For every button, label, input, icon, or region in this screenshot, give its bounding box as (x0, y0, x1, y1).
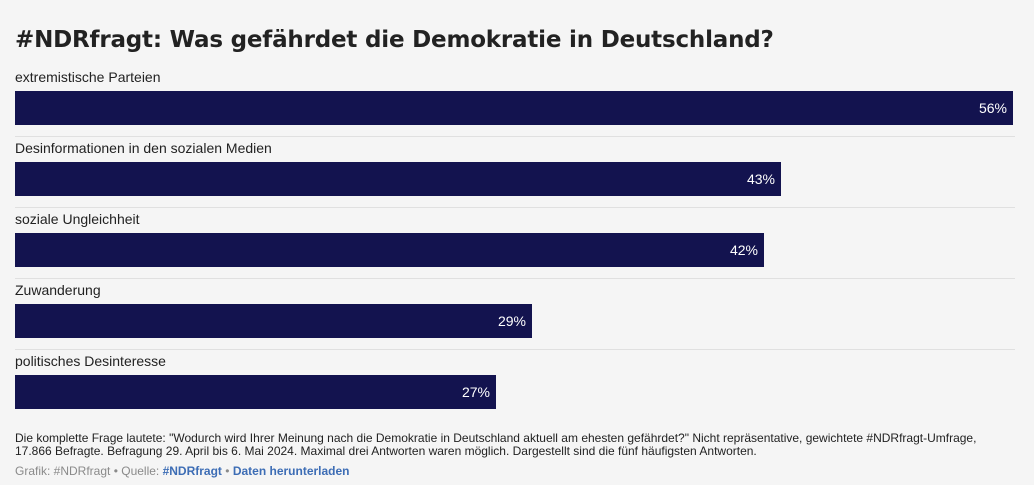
bar-track: 27% (15, 375, 1013, 409)
value-label: 43% (746, 171, 775, 187)
chart-title: #NDRfragt: Was gefährdet die Demokratie … (15, 27, 774, 53)
chart-note: Die komplette Frage lautete: "Wodurch wi… (15, 431, 977, 458)
value-label: 27% (461, 384, 490, 400)
separator: • (110, 464, 122, 478)
category-label: politisches Desinteresse (15, 353, 166, 369)
bar: 43% (15, 162, 781, 196)
graphic-credit: Grafik: #NDRfragt (15, 464, 111, 478)
download-data-link[interactable]: Daten herunterladen (232, 464, 350, 478)
category-label: Desinformationen in den sozialen Medien (15, 140, 272, 156)
bar-row: soziale Ungleichheit 42% (15, 207, 1015, 278)
bar-row: Desinformationen in den sozialen Medien 4… (15, 136, 1015, 207)
chart-footer: Grafik: #NDRfragt • Quelle: #NDRfragt • … (15, 464, 350, 478)
source-link[interactable]: #NDRfragt (162, 464, 222, 478)
bar-track: 43% (15, 162, 1013, 196)
bar-row: extremistische Parteien 56% (15, 66, 1015, 136)
value-label: 42% (729, 242, 758, 258)
separator: • (221, 464, 233, 478)
bar-track: 56% (15, 91, 1013, 125)
value-label: 56% (978, 100, 1007, 116)
source-prefix: Quelle: (121, 464, 163, 478)
category-label: extremistische Parteien (15, 69, 161, 85)
category-label: soziale Ungleichheit (15, 211, 140, 227)
bar-row: politisches Desinteresse 27% (15, 349, 1015, 420)
bar-track: 42% (15, 233, 1013, 267)
bar-row: Zuwanderung 29% (15, 278, 1015, 349)
bar-track: 29% (15, 304, 1013, 338)
bar-chart: extremistische Parteien 56% Desinformation… (15, 66, 1015, 420)
value-label: 29% (497, 313, 526, 329)
bar: 27% (15, 375, 496, 409)
bar: 29% (15, 304, 532, 338)
bar: 56% (15, 91, 1013, 125)
category-label: Zuwanderung (15, 282, 101, 298)
bar: 42% (15, 233, 764, 267)
